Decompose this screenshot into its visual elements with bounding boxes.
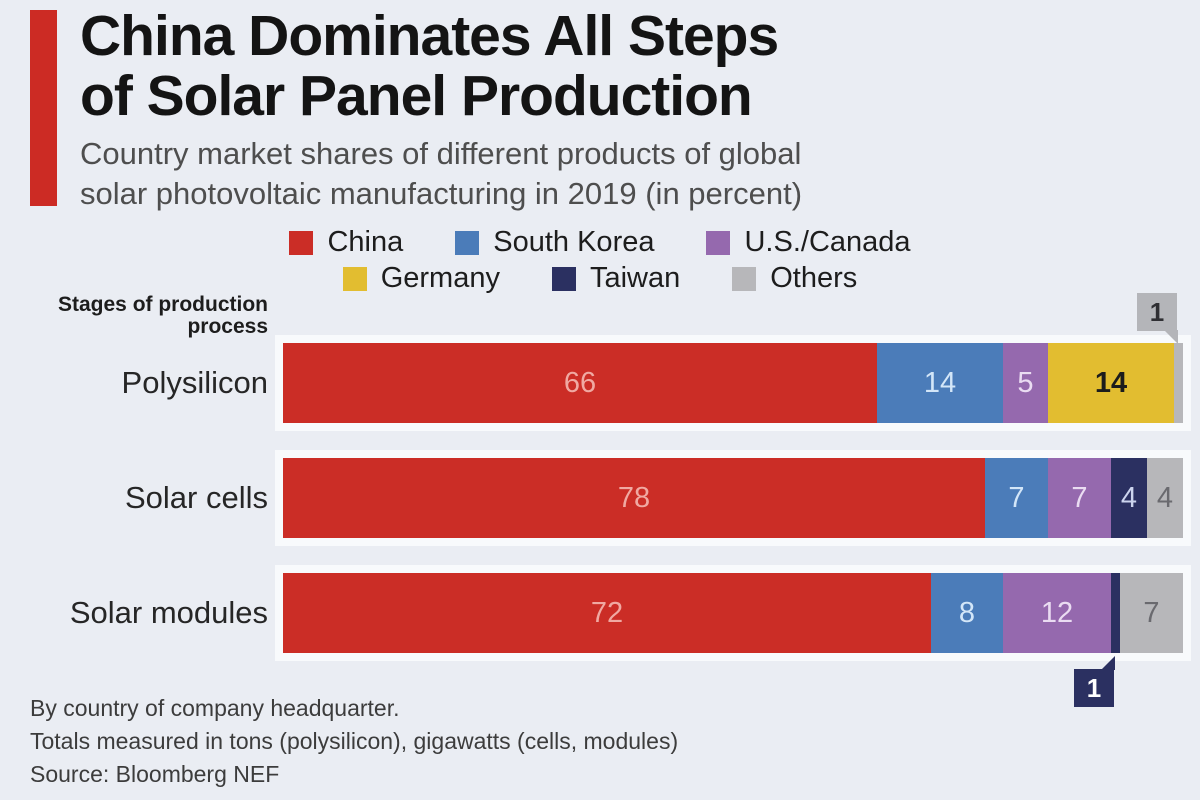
bar-value-polysilicon-u-s-canada: 5 <box>1017 366 1034 399</box>
chart-subtitle-line1: Country market shares of different produ… <box>80 136 802 171</box>
bar-segment-solar-modules-south-korea: 8 <box>931 573 1003 653</box>
bar-segment-polysilicon-china: 66 <box>283 343 877 423</box>
legend-label-china: China <box>327 226 404 258</box>
footer: By country of company headquarter. Total… <box>30 692 678 791</box>
callout-value-others-polysilicon: 1 <box>1149 296 1165 327</box>
bar-segment-solar-modules-u-s-canada: 12 <box>1003 573 1111 653</box>
bar-segment-solar-modules-china: 72 <box>283 573 931 653</box>
bar-value-polysilicon-china: 66 <box>563 366 597 399</box>
footer-source: Source: Bloomberg NEF <box>30 761 280 787</box>
legend-label-u-s-canada: U.S./Canada <box>744 226 911 258</box>
callout-others-polysilicon: 1 <box>1137 293 1178 344</box>
chart-title-line1: China Dominates All Steps <box>80 4 779 68</box>
legend-swatch-others <box>732 266 757 291</box>
legend-label-taiwan: Taiwan <box>589 262 681 294</box>
legend-label-south-korea: South Korea <box>493 226 655 258</box>
bar-row-solar-modules: 72 8 12 1 7 <box>275 565 1191 707</box>
legend-swatch-south-korea <box>455 230 480 255</box>
legend-item-germany: Germany <box>342 262 500 295</box>
footer-note-1: By country of company headquarter. <box>30 695 400 721</box>
legend-item-south-korea: South Korea <box>455 226 654 259</box>
bar-solar-cells: 78 7 7 4 4 <box>283 458 1183 538</box>
axis-label: Stages of production process <box>58 293 268 338</box>
legend: China South Korea U.S./Canada Germany Taiwan… <box>0 226 1200 295</box>
bar-value-solar-modules-u-s-canada: 12 <box>1040 596 1074 629</box>
bar-value-polysilicon-south-korea: 14 <box>923 366 957 399</box>
bar-value-solar-cells-taiwan: 4 <box>1120 481 1138 514</box>
legend-swatch-china <box>289 230 314 255</box>
bar-segment-polysilicon-germany: 14 <box>1048 343 1174 423</box>
category-label-polysilicon: Polysilicon <box>121 365 268 400</box>
category-label-solar-modules: Solar modules <box>69 595 268 630</box>
bar-segment-solar-cells-others: 4 <box>1147 458 1183 538</box>
bar-value-solar-modules-china: 72 <box>590 596 624 629</box>
bar-segment-solar-cells-south-korea: 7 <box>985 458 1048 538</box>
bar-row-solar-cells: 78 7 7 4 4 <box>275 450 1191 546</box>
chart-title-line2: of Solar Panel Production <box>80 64 753 128</box>
category-label-solar-cells: Solar cells <box>125 480 268 515</box>
legend-item-others: Others <box>732 262 857 295</box>
bar-value-polysilicon-germany: 14 <box>1094 366 1128 399</box>
bar-segment-polysilicon-south-korea: 14 <box>877 343 1003 423</box>
bar-value-solar-cells-south-korea: 7 <box>1008 481 1025 514</box>
bar-segment-polysilicon-others <box>1174 343 1183 423</box>
bar-row-polysilicon: 66 14 5 14 1 <box>275 293 1191 431</box>
legend-label-germany: Germany <box>380 262 500 294</box>
bar-value-solar-cells-others: 4 <box>1156 481 1174 514</box>
legend-swatch-germany <box>342 266 367 291</box>
legend-row-1: China South Korea U.S./Canada <box>289 226 911 259</box>
legend-swatch-taiwan <box>551 266 576 291</box>
bar-value-solar-modules-south-korea: 8 <box>958 596 976 629</box>
bar-solar-modules: 72 8 12 1 7 <box>283 573 1183 707</box>
title-accent-bar <box>30 10 57 206</box>
bar-segment-solar-cells-china: 78 <box>283 458 985 538</box>
callout-pointer-polysilicon <box>1164 330 1178 344</box>
bar-segment-solar-cells-u-s-canada: 7 <box>1048 458 1111 538</box>
footer-note-2: Totals measured in tons (polysilicon), g… <box>30 728 679 754</box>
bar-value-solar-modules-others: 7 <box>1143 596 1160 629</box>
legend-swatch-u-s-canada <box>706 230 731 255</box>
legend-row-2: Germany Taiwan Others <box>342 262 857 295</box>
callout-value-taiwan-solar-modules: 1 <box>1086 672 1102 703</box>
chart-title: China Dominates All Steps of Solar Panel… <box>80 4 779 128</box>
legend-item-u-s-canada: U.S./Canada <box>706 226 911 259</box>
chart-subtitle-line2: solar photovoltaic manufacturing in 2019… <box>80 176 803 211</box>
legend-item-taiwan: Taiwan <box>551 262 681 295</box>
bar-segment-polysilicon-u-s-canada: 5 <box>1003 343 1048 423</box>
bar-segment-solar-cells-taiwan: 4 <box>1111 458 1147 538</box>
legend-label-others: Others <box>770 262 858 294</box>
bar-value-solar-cells-china: 78 <box>617 481 651 514</box>
callout-taiwan-solar-modules: 1 <box>1074 656 1115 707</box>
bar-polysilicon: 66 14 5 14 1 <box>283 293 1183 423</box>
bar-value-solar-cells-u-s-canada: 7 <box>1071 481 1088 514</box>
callout-pointer-solar-modules <box>1101 656 1115 670</box>
bar-segment-solar-modules-others: 7 <box>1120 573 1183 653</box>
chart-subtitle: Country market shares of different produ… <box>80 134 802 214</box>
bar-segment-solar-modules-taiwan <box>1111 573 1120 653</box>
legend-item-china: China <box>289 226 403 259</box>
